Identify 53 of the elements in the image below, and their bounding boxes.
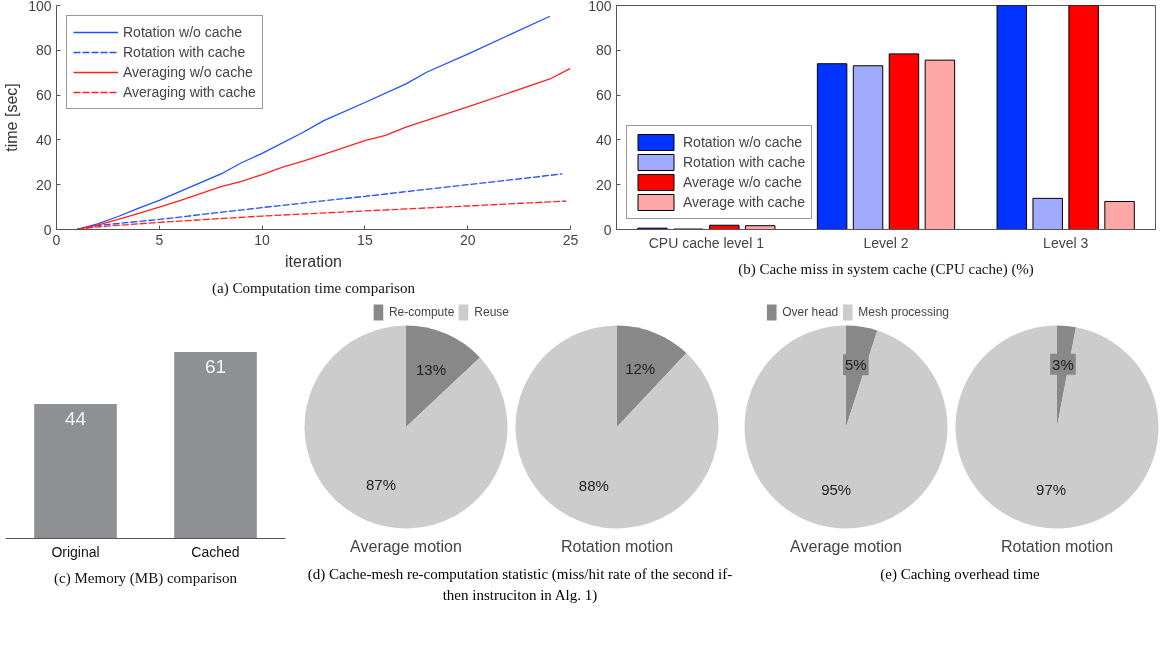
- x-tick-label: Level 2: [863, 234, 909, 251]
- legend-label: Average with cache: [683, 194, 805, 210]
- y-tick-label: 80: [35, 42, 52, 59]
- x-tick-label: 25: [562, 231, 579, 248]
- legend-label: Averaging with cache: [123, 84, 256, 100]
- x-axis-title: iteration: [285, 252, 342, 270]
- legend-label: Averaging w/o cache: [123, 64, 253, 80]
- y-tick-label: 40: [595, 131, 612, 148]
- data-label: 97%: [1036, 481, 1067, 499]
- legend-label: Rotation w/o cache: [123, 24, 243, 40]
- text: (a) Computation time comparison: [212, 279, 416, 297]
- x-tick-label: Level 3: [1043, 234, 1089, 251]
- x-tick-label: 10: [254, 231, 271, 248]
- y-tick-label: 100: [588, 0, 612, 14]
- data-label: 61: [204, 356, 227, 378]
- text: (d) Cache-mesh re-computation statistic (miss/hit rate of the second if-then instruciton in Alg. 1): [306, 565, 734, 606]
- legend-label: Mesh processing: [858, 305, 949, 319]
- y-tick-label: 20: [35, 176, 52, 193]
- text: (c) Memory (MB) comparison: [54, 569, 238, 587]
- text: Average motion: [790, 537, 902, 555]
- data-label: 13%: [415, 360, 447, 378]
- data-label: 44: [64, 408, 87, 430]
- x-tick-label: Cached: [191, 543, 240, 560]
- legend-label: Rotation with cache: [123, 44, 246, 60]
- text: Rotation motion: [560, 537, 674, 555]
- legend-label: Rotation with cache: [683, 154, 806, 170]
- data-label: 5%: [845, 356, 867, 374]
- data-label: 87%: [366, 476, 397, 494]
- x-tick-label: 5: [155, 231, 164, 248]
- legend-label: Re-compute: [388, 305, 455, 319]
- legend-label: Rotation w/o cache: [683, 134, 803, 150]
- y-tick-label: 60: [595, 87, 612, 104]
- data-label: 12%: [625, 360, 656, 378]
- x-tick-label: 20: [459, 231, 476, 248]
- data-label: 3%: [1052, 355, 1074, 373]
- legend-label: Average w/o cache: [683, 174, 802, 190]
- text: Rotation motion: [1000, 537, 1114, 555]
- legend-label: Over head: [782, 305, 839, 319]
- x-tick-label: Original: [51, 543, 100, 560]
- text: Average motion: [350, 537, 462, 555]
- x-tick-label: CPU cache level 1: [648, 234, 765, 251]
- legend-label: Reuse: [474, 305, 509, 319]
- text: (e) Caching overhead time: [880, 565, 1040, 584]
- y-tick-label: 60: [35, 87, 52, 104]
- data-label: 95%: [821, 480, 852, 498]
- data-label: 88%: [578, 476, 609, 494]
- text: (b) Cache miss in system cache (CPU cache) (%): [738, 260, 1034, 278]
- y-tick-label: 100: [28, 0, 52, 14]
- y-axis-title: time [sec]: [3, 83, 21, 152]
- y-tick-label: 40: [35, 131, 52, 148]
- y-tick-label: 80: [595, 42, 612, 59]
- y-tick-label: 20: [595, 176, 612, 193]
- x-tick-label: 15: [357, 231, 373, 248]
